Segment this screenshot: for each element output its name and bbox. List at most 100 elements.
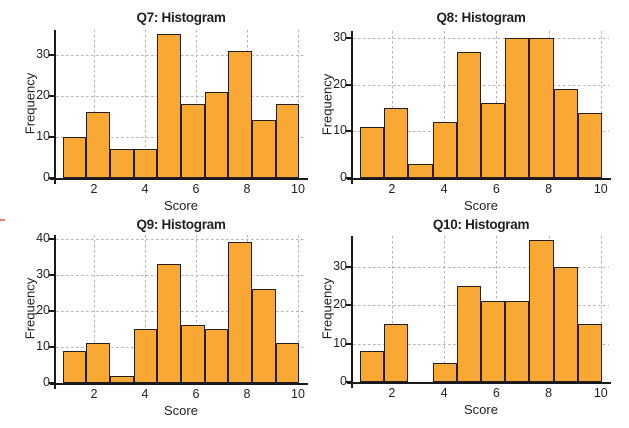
panel-q10: Q10: Histogram Frequency 0 10 20 30 2 4 6 8 10 S…: [315, 214, 629, 428]
bar-score-6: [481, 103, 506, 178]
panel-q7: Q7: Histogram Frequency 0 10 20 30 2 4 6 8 10 Sc…: [0, 0, 315, 214]
bar-score-6: [181, 325, 205, 383]
gridline-x-2: [391, 31, 393, 178]
bar-score-9: [553, 89, 578, 178]
bar-score-9: [251, 289, 276, 383]
y-tick-mark-20: [49, 309, 54, 312]
bar-score-5: [456, 52, 481, 178]
gridline-y-30: [353, 266, 609, 268]
y-tick-mark-30: [49, 273, 54, 276]
panel-q9: Q9: Histogram Frequency 0 10 20 30 40 2 4 6 8 10 …: [0, 214, 315, 428]
y-tick-label: 30: [333, 30, 347, 44]
gridline-x-2: [94, 30, 95, 178]
gridline-x-2: [94, 235, 95, 383]
panel-q8: Q8: Histogram Frequency 0 10 20 30 2 4 6 8 10 Sc…: [315, 0, 629, 214]
bar-score-8: [228, 50, 252, 178]
x-tick-label: 8: [243, 182, 251, 196]
pink-dash-mark: [0, 219, 5, 221]
y-axis-line: [351, 236, 353, 388]
x-tick-label: 6: [192, 387, 200, 401]
gridline-x-6: [196, 235, 197, 383]
bar-score-1: [62, 350, 87, 383]
bar-score-10: [275, 343, 300, 383]
y-tick-mark-30: [49, 53, 54, 56]
bar-score-10: [577, 324, 603, 382]
gridline-y-30: [56, 274, 306, 276]
y-tick-label: 10: [333, 123, 347, 138]
gridline-x-4: [444, 31, 446, 178]
bar-score-9: [251, 120, 276, 178]
bar-score-5: [456, 285, 481, 382]
y-tick-mark-30: [346, 37, 351, 39]
y-tick-mark-20: [49, 94, 54, 97]
bar-score-3: [408, 164, 433, 178]
bar-score-4: [432, 122, 457, 178]
bar-score-7: [505, 301, 530, 382]
y-tick-mark-20: [346, 304, 351, 307]
bar-score-7: [204, 328, 229, 383]
gridline-y-20: [353, 84, 609, 86]
gridline-x-4: [444, 236, 446, 382]
bar-score-6: [181, 104, 205, 178]
bar-score-8: [529, 239, 554, 382]
x-tick-label: 8: [243, 387, 251, 401]
bar-score-6: [481, 301, 506, 382]
chart-title: Q7: Histogram: [136, 10, 226, 25]
bar-score-7: [505, 38, 530, 178]
chart-title: Q8: Histogram: [436, 10, 526, 25]
gridline-x-10: [298, 235, 299, 383]
y-axis-line: [54, 30, 56, 184]
x-tick-label: 2: [90, 387, 98, 401]
y-tick-label: 20: [333, 76, 347, 91]
bar-score-10: [577, 112, 603, 178]
y-tick-label: 0: [340, 170, 347, 184]
y-tick-mark-10: [346, 130, 351, 133]
x-tick-label: 6: [492, 386, 500, 400]
bar-score-3: [110, 149, 134, 178]
bar-score-4: [133, 328, 158, 383]
bar-score-2: [384, 108, 409, 178]
gridline-y-30: [56, 54, 306, 56]
gridline-y-20: [56, 310, 306, 312]
x-tick-label: 2: [90, 182, 98, 196]
gridline-x-10: [600, 31, 602, 178]
bar-score-3: [110, 375, 134, 383]
gridline-x-4: [145, 30, 146, 178]
bar-score-5: [157, 34, 181, 178]
y-tick-label: 10: [36, 338, 50, 353]
y-axis-label: Frequency: [319, 73, 335, 135]
gridline-y-30: [353, 38, 609, 39]
x-axis-label: Score: [464, 198, 498, 213]
plot-area: 0 10 20 30 2 4 6 8 10: [333, 30, 611, 196]
x-tick-label: 4: [141, 387, 149, 401]
bar-score-4: [432, 362, 457, 382]
x-tick-label: 8: [545, 182, 553, 196]
bar-score-7: [204, 91, 229, 178]
bar-score-2: [384, 324, 409, 382]
bar-score-1: [359, 351, 385, 382]
gridline-y-20: [56, 95, 306, 97]
y-axis-line: [54, 235, 56, 389]
plot-area: 0 10 20 30 2 4 6 8 10: [333, 236, 611, 400]
x-tick-label: 10: [593, 182, 608, 196]
x-tick-label: 2: [388, 182, 396, 196]
y-tick-label: 30: [36, 266, 50, 281]
gridline-y-40: [56, 238, 306, 240]
y-tick-label: 10: [333, 335, 347, 350]
y-tick-mark-40: [49, 237, 54, 240]
x-tick-label: 6: [192, 182, 200, 196]
y-tick-label: 0: [43, 375, 50, 389]
gridline-x-2: [391, 236, 393, 382]
x-tick-label: 4: [440, 182, 448, 196]
gridline-x-4: [145, 235, 146, 383]
plot-area: 0 10 20 30 2 4 6 8 10: [36, 30, 308, 196]
x-axis-label: Score: [164, 403, 198, 418]
bar-score-2: [86, 343, 111, 383]
y-tick-mark-0: [346, 177, 351, 179]
y-tick-label: 20: [333, 297, 347, 312]
bar-score-1: [62, 136, 87, 178]
x-tick-label: 10: [291, 387, 305, 401]
y-tick-label: 20: [36, 87, 50, 102]
x-tick-label: 2: [388, 386, 396, 400]
